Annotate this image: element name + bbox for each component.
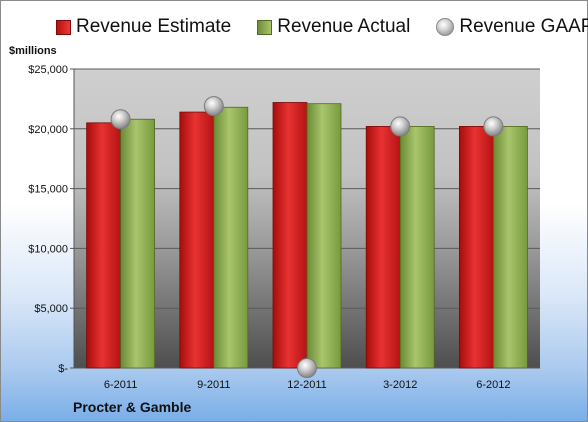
legend-marker-gaap — [436, 18, 455, 36]
legend-item-estimate: Revenue Estimate — [56, 16, 231, 38]
bar-revenue-actual-6-2012 — [492, 126, 528, 369]
bar-revenue-estimate-9-2011 — [179, 111, 215, 369]
legend-swatch-estimate — [56, 19, 71, 35]
legend-label-gaap: Revenue GAAP — [459, 16, 588, 37]
marker-revenue-gaap-6-2011 — [110, 109, 131, 130]
company-title: Procter & Gamble — [73, 399, 192, 415]
y-tick-label: $15,000 — [28, 184, 68, 196]
marker-revenue-gaap-6-2012 — [483, 116, 504, 137]
y-tick-label: $25,000 — [28, 64, 68, 76]
bar-revenue-actual-9-2011 — [213, 106, 249, 369]
bar-revenue-estimate-3-2012 — [365, 126, 401, 369]
x-tick-label: 9-2011 — [197, 379, 230, 391]
legend-label-estimate: Revenue Estimate — [76, 16, 232, 37]
bar-revenue-estimate-12-2011 — [272, 102, 308, 369]
bar-revenue-estimate-6-2012 — [458, 126, 494, 369]
y-tick-label: $10,000 — [28, 243, 68, 255]
bar-revenue-actual-12-2011 — [306, 103, 342, 369]
legend-label-actual: Revenue Actual — [277, 16, 411, 37]
x-tick-label: 6-2012 — [476, 379, 510, 391]
y-tick-label: $- — [58, 363, 68, 375]
marker-revenue-gaap-9-2011 — [203, 96, 224, 117]
y-tick-label: $20,000 — [28, 124, 68, 136]
y-unit-label: $millions — [9, 45, 57, 57]
x-tick-label: 3-2012 — [383, 379, 417, 391]
bar-revenue-actual-6-2011 — [120, 118, 155, 369]
marker-revenue-gaap-3-2012 — [390, 116, 411, 137]
bar-revenue-actual-3-2012 — [399, 126, 435, 369]
x-tick-label: 6-2011 — [104, 379, 137, 391]
legend-item-gaap: Revenue GAAP — [436, 16, 588, 38]
marker-revenue-gaap-12-2011 — [297, 358, 317, 378]
y-tick-label: $5,000 — [34, 303, 68, 315]
legend-item-actual: Revenue Actual — [257, 16, 410, 38]
bar-revenue-estimate-6-2011 — [86, 122, 121, 369]
x-tick-label: 12-2011 — [287, 379, 327, 391]
legend-swatch-actual — [257, 19, 273, 35]
legend: Revenue Estimate Revenue Actual Revenue … — [56, 15, 588, 39]
